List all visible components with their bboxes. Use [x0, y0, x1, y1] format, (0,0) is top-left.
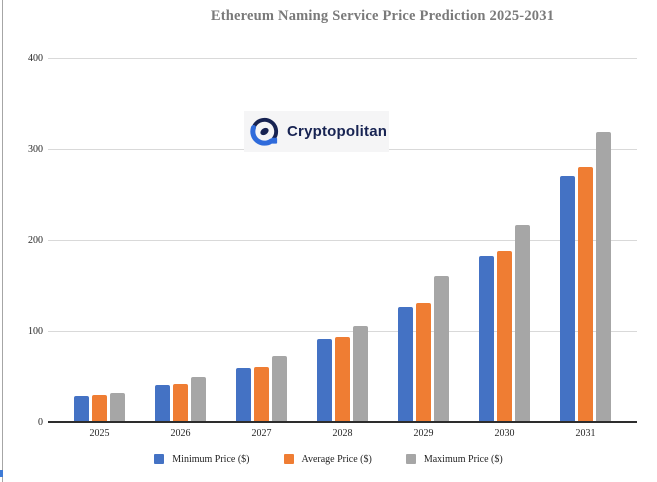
bar-maximum-price-2028 [353, 325, 368, 422]
legend-swatch-maximum-price [405, 454, 416, 464]
plot-area: 2025 2026 2027 2028 2029 2030 2031 [48, 58, 637, 439]
bar-groups: 2025 2026 2027 2028 2029 2030 2031 [48, 58, 637, 439]
legend-swatch-average-price [283, 454, 294, 464]
x-axis-label-2028: 2028 [332, 428, 353, 439]
bar-group-2028: 2028 [317, 58, 368, 439]
x-axis-label-2026: 2026 [170, 428, 191, 439]
watermark-brand-text: Cryptopolitan [287, 123, 388, 140]
bar-average-price-2029 [416, 302, 431, 422]
gridline-100 [48, 331, 637, 332]
bar-average-price-2027 [254, 366, 269, 422]
legend-item-minimum-price: Minimum Price ($) [154, 453, 250, 465]
bar-group-2030: 2030 [479, 58, 530, 439]
y-axis-label-100: 100 [28, 325, 43, 337]
bar-minimum-price-2026 [155, 384, 170, 422]
bar-average-price-2025 [92, 394, 107, 422]
x-axis-line [48, 421, 637, 423]
cryptopolitan-logo-icon [248, 115, 281, 148]
chart-title: Ethereum Naming Service Price Prediction… [210, 8, 555, 24]
bar-average-price-2028 [335, 337, 350, 422]
legend-item-maximum-price: Maximum Price ($) [405, 453, 503, 465]
legend-label-average-price: Average Price ($) [301, 453, 372, 465]
bar-group-2029: 2029 [398, 58, 449, 439]
bar-maximum-price-2031 [596, 131, 611, 422]
bar-group-2027: 2027 [236, 58, 287, 439]
bar-average-price-2031 [578, 167, 593, 422]
bar-minimum-price-2027 [236, 368, 251, 422]
bar-minimum-price-2030 [479, 256, 494, 422]
bar-maximum-price-2030 [515, 224, 530, 422]
gridline-400 [48, 58, 637, 59]
x-axis-label-2029: 2029 [413, 428, 434, 439]
x-axis-label-2027: 2027 [251, 428, 272, 439]
bar-minimum-price-2025 [74, 395, 89, 422]
bar-maximum-price-2029 [434, 276, 449, 422]
legend-item-average-price: Average Price ($) [283, 453, 372, 465]
bar-maximum-price-2026 [191, 376, 206, 422]
legend-swatch-minimum-price [154, 454, 165, 464]
chart-legend: Minimum Price ($) Average Price ($) Maximu… [0, 451, 657, 467]
y-axis-label-200: 200 [28, 234, 43, 246]
x-axis-label-2030: 2030 [494, 428, 515, 439]
y-axis-label-400: 400 [28, 52, 43, 64]
bar-maximum-price-2027 [272, 356, 287, 422]
legend-label-maximum-price: Maximum Price ($) [423, 453, 503, 465]
y-axis-label-300: 300 [28, 143, 43, 155]
y-axis-label-0: 0 [38, 416, 43, 428]
page-left-border [2, 0, 3, 482]
x-axis-label-2031: 2031 [575, 428, 596, 439]
x-axis-label-2025: 2025 [89, 428, 110, 439]
bar-group-2025: 2025 [74, 58, 125, 439]
bar-group-2031: 2031 [560, 58, 611, 439]
bar-group-2026: 2026 [155, 58, 206, 439]
bar-minimum-price-2028 [317, 339, 332, 422]
watermark-logo: Cryptopolitan [244, 111, 389, 152]
bar-maximum-price-2025 [110, 392, 125, 422]
bar-average-price-2026 [173, 383, 188, 422]
gridline-200 [48, 240, 637, 241]
legend-label-minimum-price: Minimum Price ($) [172, 453, 250, 465]
scrollbar-nub[interactable] [0, 470, 3, 477]
bar-minimum-price-2031 [560, 176, 575, 422]
bar-average-price-2030 [497, 250, 512, 422]
bar-minimum-price-2029 [398, 307, 413, 422]
